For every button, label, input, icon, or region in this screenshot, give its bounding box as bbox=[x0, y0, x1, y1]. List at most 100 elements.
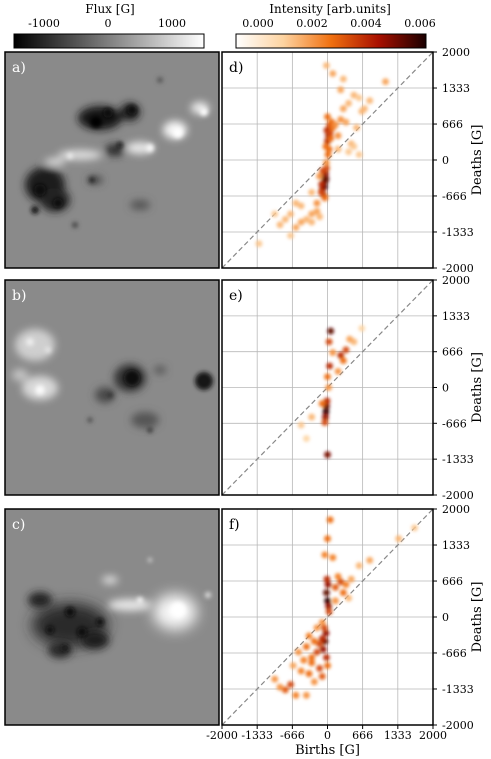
plot-d-point bbox=[326, 129, 334, 137]
plot-f-label: f) bbox=[229, 517, 240, 533]
plot-f-point bbox=[339, 589, 347, 597]
plot-f-point bbox=[337, 578, 345, 586]
plot-e-point bbox=[325, 384, 332, 391]
plot-d-point bbox=[308, 189, 316, 196]
plot-f-point bbox=[347, 575, 355, 583]
scatter-plot-e: -2000 -1333 -666 0 666 1333 2000 e) Deaths [G] bbox=[221, 274, 485, 502]
plot-f-point bbox=[323, 654, 330, 661]
plot-e-point bbox=[318, 400, 326, 408]
plot-e-point bbox=[337, 351, 345, 359]
plot-f-point bbox=[271, 675, 279, 683]
plot-e-point bbox=[303, 435, 310, 442]
plot-e-point bbox=[346, 335, 354, 343]
intensity-tick-1: 0.002 bbox=[296, 17, 328, 30]
plot-f-point bbox=[342, 581, 350, 588]
plot-d-point bbox=[324, 113, 331, 121]
plot-f-point bbox=[324, 581, 332, 588]
plot-e-label: e) bbox=[229, 288, 243, 304]
plot-d-point bbox=[313, 207, 321, 215]
plot-f-point bbox=[289, 662, 297, 669]
plot-d-point bbox=[350, 143, 358, 150]
plot-d-point bbox=[353, 124, 360, 131]
plot-f-xtick-label: -666 bbox=[280, 729, 305, 742]
magnetogram-c: c) bbox=[4, 508, 220, 726]
plot-f-point bbox=[324, 535, 331, 543]
panel-label-b: b) bbox=[12, 288, 26, 304]
plot-f-point bbox=[308, 654, 316, 661]
intensity-tick-0: 0.000 bbox=[242, 17, 274, 30]
plot-f-ylabel: Deaths [G] bbox=[470, 582, 485, 653]
plot-f-point bbox=[323, 575, 331, 583]
plot-e-point bbox=[358, 324, 366, 332]
plot-f-point bbox=[305, 670, 313, 678]
plot-d-ytick-label: 0 bbox=[442, 154, 449, 167]
plot-e-point bbox=[325, 338, 333, 346]
plot-f-point bbox=[316, 640, 323, 648]
plot-f-ytick-label: 1333 bbox=[442, 539, 470, 552]
plot-d-points bbox=[255, 62, 389, 248]
plot-e-points bbox=[297, 324, 366, 459]
plot-f-point bbox=[305, 632, 313, 640]
plot-e-ylabel: Deaths [G] bbox=[470, 352, 485, 423]
plot-d-point bbox=[287, 210, 294, 218]
plot-e-diagonal-line bbox=[221, 279, 434, 496]
plot-f-point bbox=[310, 637, 318, 645]
flux-tick-zero: 0 bbox=[105, 17, 112, 30]
plot-d-point bbox=[323, 62, 330, 69]
plot-f-point bbox=[334, 573, 342, 580]
plot-f-ytick-label: 666 bbox=[442, 575, 463, 588]
plot-d-ylabel: Deaths [G] bbox=[470, 125, 485, 196]
plot-d-point bbox=[316, 172, 323, 180]
plot-d-point bbox=[339, 105, 347, 113]
plot-f-ytick-label: 0 bbox=[442, 611, 449, 624]
plot-d-ytick-label: 2000 bbox=[442, 46, 470, 59]
plot-e-point bbox=[324, 451, 331, 459]
plot-e-point bbox=[308, 413, 316, 421]
magnetogram-a-features bbox=[25, 77, 209, 228]
plot-f-point bbox=[395, 535, 403, 543]
plot-d-point bbox=[297, 202, 305, 210]
plot-d-point bbox=[319, 167, 327, 175]
plot-f-points bbox=[271, 516, 418, 699]
plot-d-point bbox=[382, 78, 389, 86]
plot-f-point bbox=[332, 583, 339, 591]
plot-f-point bbox=[318, 673, 326, 680]
plot-f-point bbox=[276, 683, 284, 691]
plot-d-point bbox=[255, 240, 263, 248]
plot-d-point bbox=[321, 194, 329, 202]
flux-tick-pos: 1000 bbox=[158, 17, 186, 30]
plot-f-point bbox=[310, 678, 318, 686]
plot-e-point bbox=[339, 357, 347, 365]
plot-d-ytick-label: -2000 bbox=[442, 262, 474, 275]
plot-d-point bbox=[317, 189, 325, 196]
plot-e-ytick-label: -666 bbox=[442, 417, 467, 430]
plot-f-xlabel: Births [G] bbox=[295, 743, 360, 758]
plot-e-ytick-label: -1333 bbox=[442, 453, 474, 466]
plot-f-point bbox=[332, 597, 339, 605]
plot-f-point bbox=[325, 608, 333, 615]
plot-f-point bbox=[325, 602, 332, 610]
plot-d-point bbox=[297, 218, 305, 226]
scatter-plot-d: -2000 -1333 -666 0 666 1333 2000 d) Deaths [G] bbox=[221, 46, 485, 275]
plot-f-ytick-label: -2000 bbox=[442, 719, 474, 732]
plot-d-point bbox=[287, 232, 294, 240]
plot-e-ytick-label: 0 bbox=[442, 382, 449, 395]
plot-d-point bbox=[355, 151, 363, 159]
plot-e-point bbox=[321, 419, 329, 426]
plot-e-point bbox=[322, 408, 330, 416]
plot-f-point bbox=[287, 681, 294, 688]
plot-f-point bbox=[292, 691, 300, 699]
plot-e-point bbox=[321, 413, 329, 421]
plot-d-point bbox=[292, 224, 300, 231]
plot-f-point bbox=[366, 556, 374, 564]
plot-d-point bbox=[366, 97, 374, 104]
plot-e-ytick-label: 666 bbox=[442, 346, 463, 359]
plot-f-point bbox=[281, 686, 289, 694]
plot-d-point bbox=[355, 94, 363, 102]
plot-d-point bbox=[322, 175, 330, 183]
plot-d-point bbox=[323, 159, 330, 167]
plot-f-point bbox=[295, 648, 302, 656]
plot-f-point bbox=[303, 691, 310, 699]
plot-d-point bbox=[337, 116, 345, 123]
plot-d-diagonal-line bbox=[221, 51, 434, 269]
